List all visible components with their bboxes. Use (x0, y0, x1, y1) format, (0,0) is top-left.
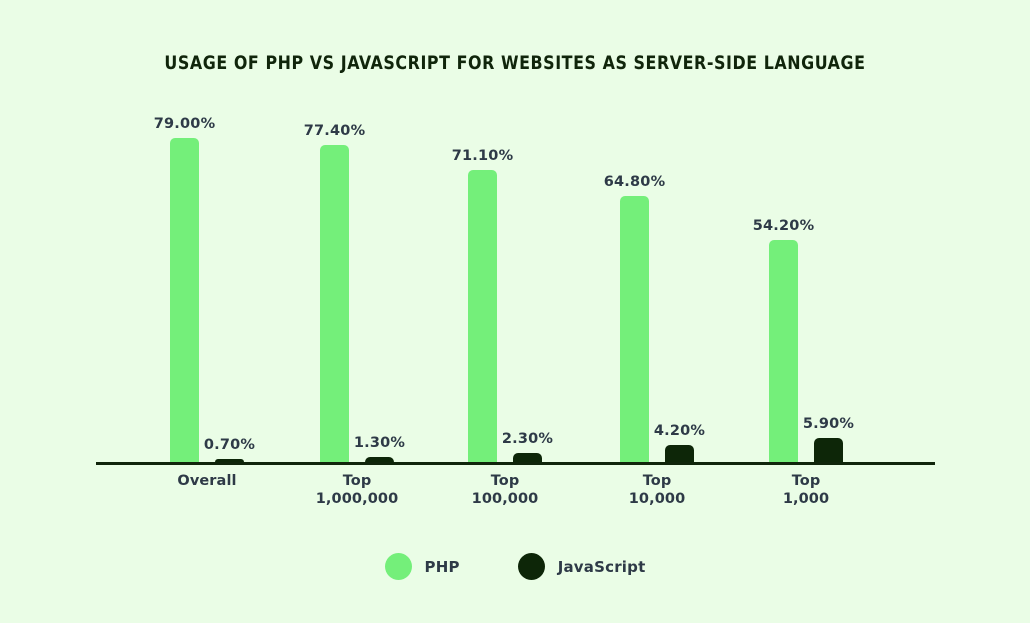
legend-item-php[interactable]: PHP (384, 553, 460, 580)
bar-rect-php (769, 240, 798, 462)
legend-label: PHP (424, 557, 460, 576)
bar-rect-php (620, 196, 649, 462)
category-label-line: Top (791, 473, 821, 489)
category-label-line: 10,000 (628, 491, 686, 507)
bar-rect-javascript (513, 453, 542, 462)
bar-javascript-1: 1.30% (354, 435, 405, 462)
bar-php-4: 54.20% (753, 218, 814, 462)
bar-value-php: 77.40% (303, 123, 366, 139)
bar-value-javascript: 2.30% (501, 431, 554, 447)
legend-label: JavaScript (557, 557, 646, 576)
bar-value-javascript: 1.30% (353, 435, 406, 451)
category-label-4: Top 1,000 (716, 472, 896, 508)
bar-value-javascript: 0.70% (203, 437, 256, 453)
category-label-3: Top 10,000 (567, 472, 747, 508)
bar-php-1: 77.40% (304, 123, 365, 462)
bar-rect-php (170, 138, 199, 462)
bar-rect-javascript (365, 457, 394, 462)
category-label-2: Top 100,000 (415, 472, 595, 508)
category-label-0: Overall (117, 472, 297, 490)
chart-title: USAGE OF PHP VS JAVASCRIPT FOR WEBSITES … (164, 52, 866, 74)
legend-swatch-icon (384, 553, 412, 580)
bar-javascript-0: 0.70% (204, 437, 255, 462)
category-label-line: Top (490, 473, 520, 489)
bar-rect-php (320, 145, 349, 462)
bar-value-php: 71.10% (451, 148, 514, 164)
x-axis-line (96, 462, 935, 465)
bar-rect-javascript (665, 445, 694, 462)
category-label-line: Top (642, 473, 672, 489)
plot-area (96, 100, 935, 465)
legend-item-javascript[interactable]: JavaScript (517, 553, 646, 580)
bar-value-javascript: 4.20% (653, 423, 706, 439)
category-label-line: 100,000 (471, 491, 539, 507)
bar-php-0: 79.00% (154, 116, 215, 462)
category-label-line: Top (342, 473, 372, 489)
legend-swatch-icon (517, 553, 545, 580)
bar-php-3: 64.80% (604, 174, 665, 462)
bar-value-javascript: 5.90% (802, 416, 855, 432)
bar-javascript-3: 4.20% (654, 423, 705, 462)
bar-rect-javascript (215, 459, 244, 462)
bar-value-php: 79.00% (153, 116, 216, 132)
bar-value-php: 64.80% (603, 174, 666, 190)
bar-rect-javascript (814, 438, 843, 462)
category-label-line: Overall (177, 473, 237, 489)
bar-javascript-2: 2.30% (502, 431, 553, 462)
category-label-line: 1,000,000 (315, 491, 399, 507)
bar-javascript-4: 5.90% (803, 416, 854, 462)
chart-legend: PHP JavaScript (0, 553, 1030, 580)
bar-rect-php (468, 170, 497, 462)
bar-value-php: 54.20% (752, 218, 815, 234)
bar-php-2: 71.10% (452, 148, 513, 462)
category-label-1: Top 1,000,000 (267, 472, 447, 508)
category-label-line: 1,000 (782, 491, 830, 507)
